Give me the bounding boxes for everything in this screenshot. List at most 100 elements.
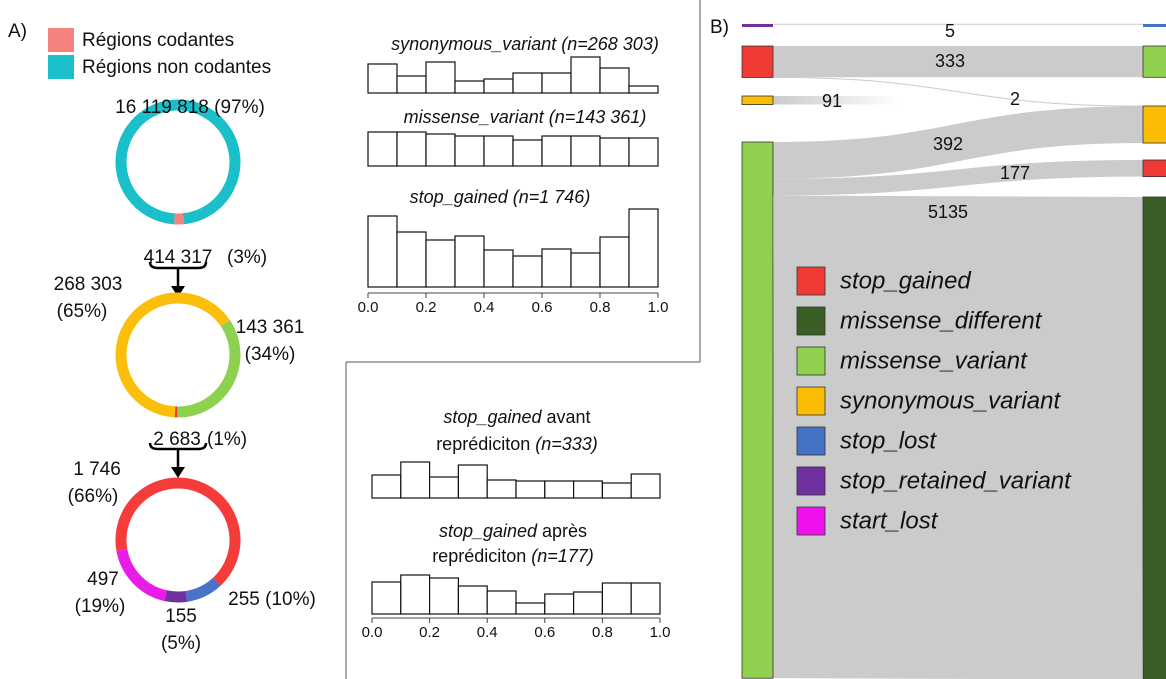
donut-label: (65%) [57,301,108,322]
hist-bar [628,137,659,167]
legend-text: missense_different [840,307,1043,334]
sankey-node [1142,159,1166,178]
legend-swatch [796,426,826,456]
legend-swatch [796,466,826,496]
hist-bar [599,236,630,288]
legend-swatch [796,346,826,376]
hist-bar [628,85,659,94]
legend-text: Régions codantes [82,30,234,51]
legend-swatch [796,266,826,296]
donut-segment [164,590,188,603]
sankey-node [741,45,774,78]
x-tick-label: 0.0 [358,299,379,316]
donut-segment [115,292,230,418]
hist-bar [454,135,485,167]
hist-bar [599,67,630,94]
link-label: 333 [935,51,965,71]
hist-title: reprédiciton (n=177) [432,546,594,566]
hist-bar [515,480,546,499]
hist-bar [457,585,488,615]
title-part: stop_gained [439,521,538,541]
x-tick-label: 0.2 [419,624,440,641]
hist-bar [425,61,456,94]
link-label: 5135 [928,202,968,222]
hist-title: stop_gained avant [443,407,590,427]
hist-title: stop_gained (n=1 746) [410,187,591,207]
link-label: 392 [933,134,963,154]
hist-bar [601,482,632,499]
hist-bar [572,480,603,499]
hist-bar [541,135,572,167]
title-part: reprédiciton [432,546,526,566]
legend-text: start_lost [840,507,939,534]
hist-bar [544,480,575,499]
hist-bar [515,602,546,615]
hist-title: reprédiciton (n=333) [436,434,598,454]
hist-bar [367,131,398,167]
x-tick-label: 1.0 [650,624,671,641]
x-tick-label: 0.0 [362,624,383,641]
legend-swatch [48,55,74,79]
legend-text: stop_retained_variant [840,467,1072,494]
donut-label: 143 361 [236,317,305,338]
hist-bar [601,582,632,615]
flow-arrows [148,261,208,469]
panel-borders [345,0,701,679]
x-tick-label: 0.2 [416,299,437,316]
title-part: (n=177) [531,546,594,566]
sankey-node [1143,24,1166,27]
legend-text: stop_lost [840,427,937,454]
sankey-node [742,24,773,27]
hist-bar [486,590,517,615]
x-tick-label: 0.4 [477,624,498,641]
donut-segment [116,548,168,602]
donut-label: 1 746 [73,459,121,480]
hist-bar [544,593,575,615]
sankey-node [1142,196,1166,679]
hist-bar [457,464,488,499]
x-tick-label: 1.0 [648,299,669,316]
hist-bar [454,235,485,288]
donut-segment [115,99,241,225]
panel-label: A) [8,21,27,42]
hist-bar [367,215,398,288]
legend-text: missense_variant [840,347,1028,374]
hist-bar [570,56,601,94]
donut-label: (66%) [68,486,119,507]
title-part: reprédiciton [436,434,530,454]
hist-bar [429,476,460,499]
x-tick-label: 0.8 [590,299,611,316]
donut-label: 16 119 818 (97%) [115,97,265,118]
hist-bar [371,581,402,615]
links [772,23,1144,679]
hist-bar [483,135,514,167]
legend-swatch [48,28,74,52]
donut-label: (3%) [227,247,267,268]
link-label: 2 [1010,89,1020,109]
sankey-link [772,76,1144,107]
donut-segment [185,577,221,602]
hist-bar [396,75,427,94]
legend-text: Régions non codantes [82,57,271,78]
link-label: 177 [1000,163,1030,183]
donut-label: (34%) [245,344,296,365]
hist-bar [400,461,431,499]
hist-bar [371,474,402,499]
hist-title: stop_gained après [439,521,587,541]
donut-segment [115,477,241,586]
hist-bar [512,255,543,288]
link-label: 91 [822,91,842,111]
hist-bar [367,63,398,94]
hist-bar [454,80,485,94]
hist-bar [628,208,659,288]
hist-title: synonymous_variant (n=268 303) [391,34,659,54]
hist-bar [599,137,630,167]
x-tick-label: 0.8 [592,624,613,641]
donut-label: 2 683 [153,429,201,450]
panel-label: B) [710,17,729,38]
arrow-heads [171,286,185,478]
donut-label: (19%) [75,596,126,617]
title-part: stop_gained [443,407,542,427]
hist-bar [570,252,601,288]
